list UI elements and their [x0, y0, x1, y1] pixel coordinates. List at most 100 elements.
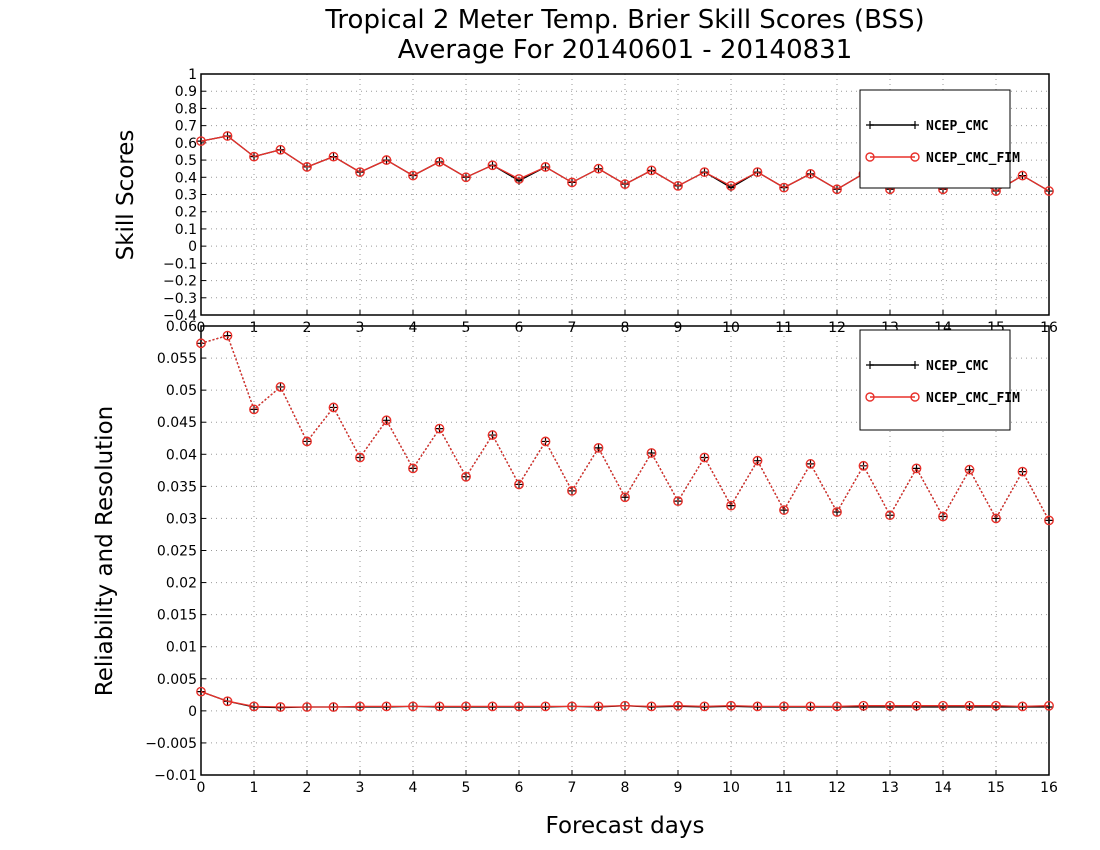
data-point [753, 456, 762, 465]
data-point [408, 170, 418, 181]
data-point [779, 701, 789, 712]
y-tick-label: −0.4 [163, 308, 197, 324]
data-point [673, 180, 683, 191]
data-point [593, 442, 604, 453]
data-point [222, 131, 233, 141]
y-tick-label: −0.2 [163, 274, 197, 290]
y-tick-label: 0.9 [175, 84, 197, 100]
data-point [1044, 515, 1054, 526]
x-tick-label: 4 [409, 320, 418, 336]
series-ncep-cmc-fim [196, 686, 1054, 712]
legend: NCEP_CMC NCEP_CMC_FIM [859, 329, 1020, 431]
data-point [461, 471, 471, 482]
x-tick-label: 7 [568, 320, 577, 336]
data-point [223, 331, 232, 340]
x-tick-label: 3 [356, 780, 365, 796]
data-point [673, 700, 683, 711]
data-point [302, 162, 312, 172]
data-point [752, 167, 763, 178]
data-point [355, 452, 365, 463]
data-point [196, 686, 206, 697]
x-tick-label: 7 [568, 780, 577, 796]
x-tick-label: 16 [1040, 780, 1058, 796]
data-point [434, 423, 445, 434]
data-point [249, 701, 259, 712]
data-point [249, 404, 259, 415]
data-point [275, 702, 286, 712]
x-tick-label: 3 [356, 320, 365, 336]
data-point [620, 700, 630, 711]
data-point [805, 701, 816, 712]
data-point [514, 174, 524, 184]
legend-label: NCEP_CMC_FIM [926, 151, 1020, 166]
y-tick-label: 0.7 [175, 119, 197, 135]
data-point [832, 701, 842, 712]
x-tick-label: 6 [515, 780, 524, 796]
x-tick-label: 9 [674, 780, 683, 796]
x-tick-label: 15 [987, 780, 1005, 796]
y-tick-label: 0.2 [175, 205, 197, 221]
data-point [381, 701, 392, 712]
y-tick-label: 1 [188, 67, 197, 83]
y-tick-label: 0.005 [157, 672, 197, 688]
data-point [620, 492, 630, 503]
data-point [434, 156, 445, 167]
data-point [992, 514, 1000, 523]
y-tick-label: 0 [188, 239, 197, 255]
data-point [646, 448, 657, 458]
x-tick-label: 11 [775, 320, 793, 336]
y-tick-label: 0.4 [175, 170, 197, 186]
data-point [1017, 170, 1028, 181]
x-tick-label: 2 [303, 320, 312, 336]
x-tick-label: 13 [881, 780, 899, 796]
x-tick-label: 8 [621, 320, 630, 336]
y-tick-label: −0.005 [145, 736, 197, 752]
data-point [1044, 186, 1054, 196]
data-point [779, 505, 789, 515]
data-point [328, 402, 339, 413]
data-point [752, 455, 763, 466]
legend-marker [865, 392, 875, 402]
data-point [567, 177, 577, 188]
data-point [540, 162, 551, 172]
data-point [196, 136, 206, 147]
data-point [1044, 700, 1054, 711]
y-tick-label: 0.035 [157, 479, 197, 495]
data-point [699, 452, 710, 463]
y-tick-label: −0.01 [154, 768, 197, 784]
data-point [965, 465, 974, 474]
x-tick-label: 11 [775, 780, 793, 796]
x-tick-label: 12 [828, 320, 846, 336]
legend-box [859, 329, 1011, 431]
data-point [699, 167, 710, 178]
data-point [991, 700, 1001, 711]
x-tick-label: 8 [621, 780, 630, 796]
data-point [780, 506, 788, 515]
data-point [726, 180, 736, 191]
data-point [726, 700, 736, 711]
data-point [487, 430, 498, 440]
legend-label: NCEP_CMC [926, 119, 989, 134]
y-tick-label: 0.6 [175, 136, 197, 152]
data-point [434, 701, 445, 712]
x-tick-label: 1 [250, 780, 259, 796]
x-tick-label: 4 [409, 780, 418, 796]
data-point [540, 436, 551, 447]
data-point [752, 701, 763, 712]
x-tick-label: 14 [934, 780, 952, 796]
data-point [833, 508, 841, 517]
data-point [275, 382, 286, 392]
data-point [673, 496, 683, 507]
y-tick-label: 0.5 [175, 153, 197, 169]
data-point [567, 701, 577, 712]
legend-marker [910, 392, 920, 402]
data-point [911, 700, 922, 711]
data-point [302, 702, 312, 712]
y-axis-label: Skill Scores [113, 130, 139, 261]
legend-label: NCEP_CMC [926, 359, 989, 374]
series-line [200, 690, 1050, 708]
data-point [699, 701, 710, 712]
series-ncep-cmc-fim [196, 330, 1054, 526]
data-point [621, 493, 629, 502]
